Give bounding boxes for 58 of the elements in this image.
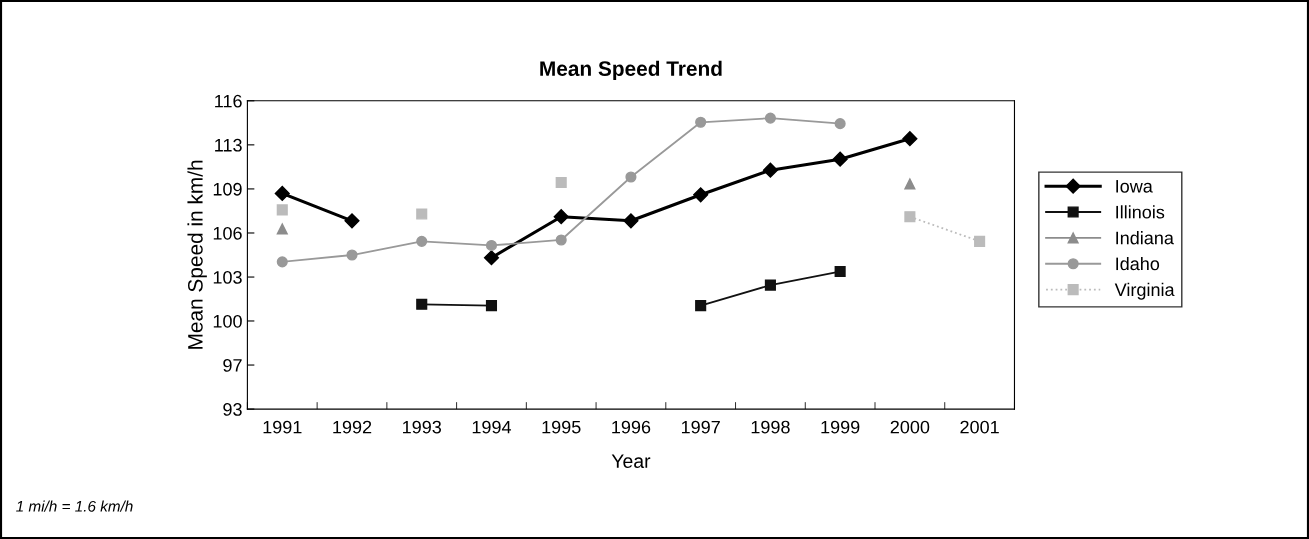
point xyxy=(693,187,709,203)
point xyxy=(346,249,358,261)
point xyxy=(553,209,569,225)
point xyxy=(274,185,290,202)
legend-label: Indiana xyxy=(1116,231,1174,245)
point xyxy=(623,213,639,229)
point xyxy=(416,208,428,220)
point xyxy=(485,239,498,251)
x-tick-label: 1991 xyxy=(263,420,302,434)
point xyxy=(485,300,498,312)
point xyxy=(555,234,567,246)
point xyxy=(834,265,846,277)
point xyxy=(764,112,776,124)
x-axis-title: Year xyxy=(611,454,651,468)
legend-label: Illinois xyxy=(1116,205,1165,219)
x-tick-label: 1997 xyxy=(681,420,720,434)
x-tick-label: 2000 xyxy=(890,420,930,434)
text: 1 mi/h = 1.6 km/h xyxy=(16,500,133,512)
x-tick-label: 1994 xyxy=(472,420,512,434)
point xyxy=(483,250,500,266)
point xyxy=(276,223,288,235)
x-tick-label: 1992 xyxy=(333,420,372,434)
y-tick-label: 116 xyxy=(215,94,242,108)
x-tick-label: 1998 xyxy=(751,420,790,434)
point xyxy=(832,151,848,167)
point xyxy=(416,298,428,310)
y-tick-label: 97 xyxy=(223,358,242,372)
x-tick-label: 1993 xyxy=(403,420,442,434)
y-tick-label: 109 xyxy=(213,182,242,196)
legend-label: Virginia xyxy=(1114,282,1175,300)
point xyxy=(625,171,637,183)
point xyxy=(416,235,428,247)
point xyxy=(764,279,776,291)
x-tick-label: 1996 xyxy=(612,420,651,434)
y-tick-label: 106 xyxy=(213,226,242,240)
y-tick-label: 103 xyxy=(213,270,242,284)
point xyxy=(276,204,288,216)
point xyxy=(276,256,288,268)
legend-label: Idaho xyxy=(1116,256,1160,271)
point xyxy=(904,211,916,223)
point xyxy=(555,176,567,189)
x-tick-label: 2001 xyxy=(960,420,999,434)
point xyxy=(695,116,707,128)
y-tick-label: 93 xyxy=(223,403,242,416)
y-tick-label: 100 xyxy=(213,314,242,328)
y-tick-label: 113 xyxy=(215,138,242,152)
point xyxy=(974,235,986,247)
x-tick-label: 1995 xyxy=(542,420,581,434)
point xyxy=(762,162,778,178)
point xyxy=(904,178,916,190)
point xyxy=(695,300,707,312)
point xyxy=(344,213,360,229)
x-tick-label: 1999 xyxy=(821,420,860,434)
legend-label: Iowa xyxy=(1116,180,1153,193)
point xyxy=(834,118,846,130)
y-axis-title: Mean Speed in km/h xyxy=(187,160,207,349)
point xyxy=(902,131,918,147)
chart-title: Mean Speed Trend xyxy=(540,60,722,81)
